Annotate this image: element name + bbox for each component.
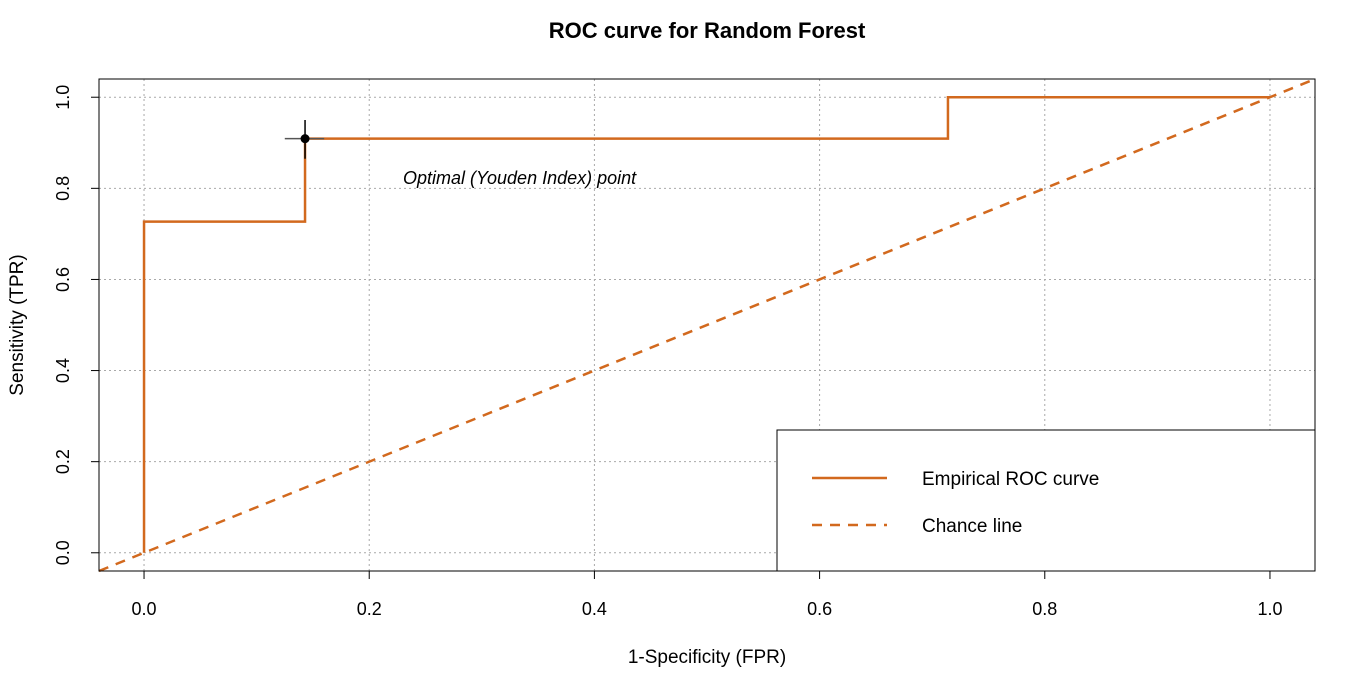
legend-label-0: Empirical ROC curve: [922, 469, 1099, 490]
y-tick-label-2: 0.4: [53, 358, 73, 383]
y-tick-label-3: 0.6: [53, 267, 73, 292]
y-tick-label-5: 1.0: [53, 85, 73, 110]
y-tick-label-0: 0.0: [53, 540, 73, 565]
x-tick-label-3: 0.6: [807, 599, 832, 619]
x-axis-title: 1-Specificity (FPR): [628, 647, 786, 668]
x-tick-label-1: 0.2: [357, 599, 382, 619]
y-tick-label-4: 0.8: [53, 176, 73, 201]
y-tick-label-1: 0.2: [53, 449, 73, 474]
legend-box: [776, 429, 1316, 572]
legend-label-1: Chance line: [922, 516, 1022, 537]
legend: Empirical ROC curve Chance line: [776, 429, 1316, 572]
plot-frame: [98, 78, 1316, 572]
series-line-chance-line: [98, 77, 1316, 573]
x-tick-label-5: 1.0: [1257, 599, 1282, 619]
chart-title: ROC curve for Random Forest: [549, 18, 866, 43]
y-axis-title: Sensitivity (TPR): [7, 254, 28, 395]
optimal-point-marker: [300, 134, 310, 144]
optimal-point-layer: [284, 120, 325, 159]
annotation-layer: Optimal (Youden Index) point: [403, 168, 637, 188]
x-tick-label-4: 0.8: [1032, 599, 1057, 619]
x-tick-label-2: 0.4: [582, 599, 607, 619]
axes: 0.0 0.2 0.4 0.6 0.8 1.0 0.0 0.2 0.4 0.6 0.8 1.0: [53, 85, 1282, 619]
x-tick-label-0: 0.0: [132, 599, 157, 619]
annotation-optimal-point-label: Optimal (Youden Index) point: [403, 168, 637, 188]
